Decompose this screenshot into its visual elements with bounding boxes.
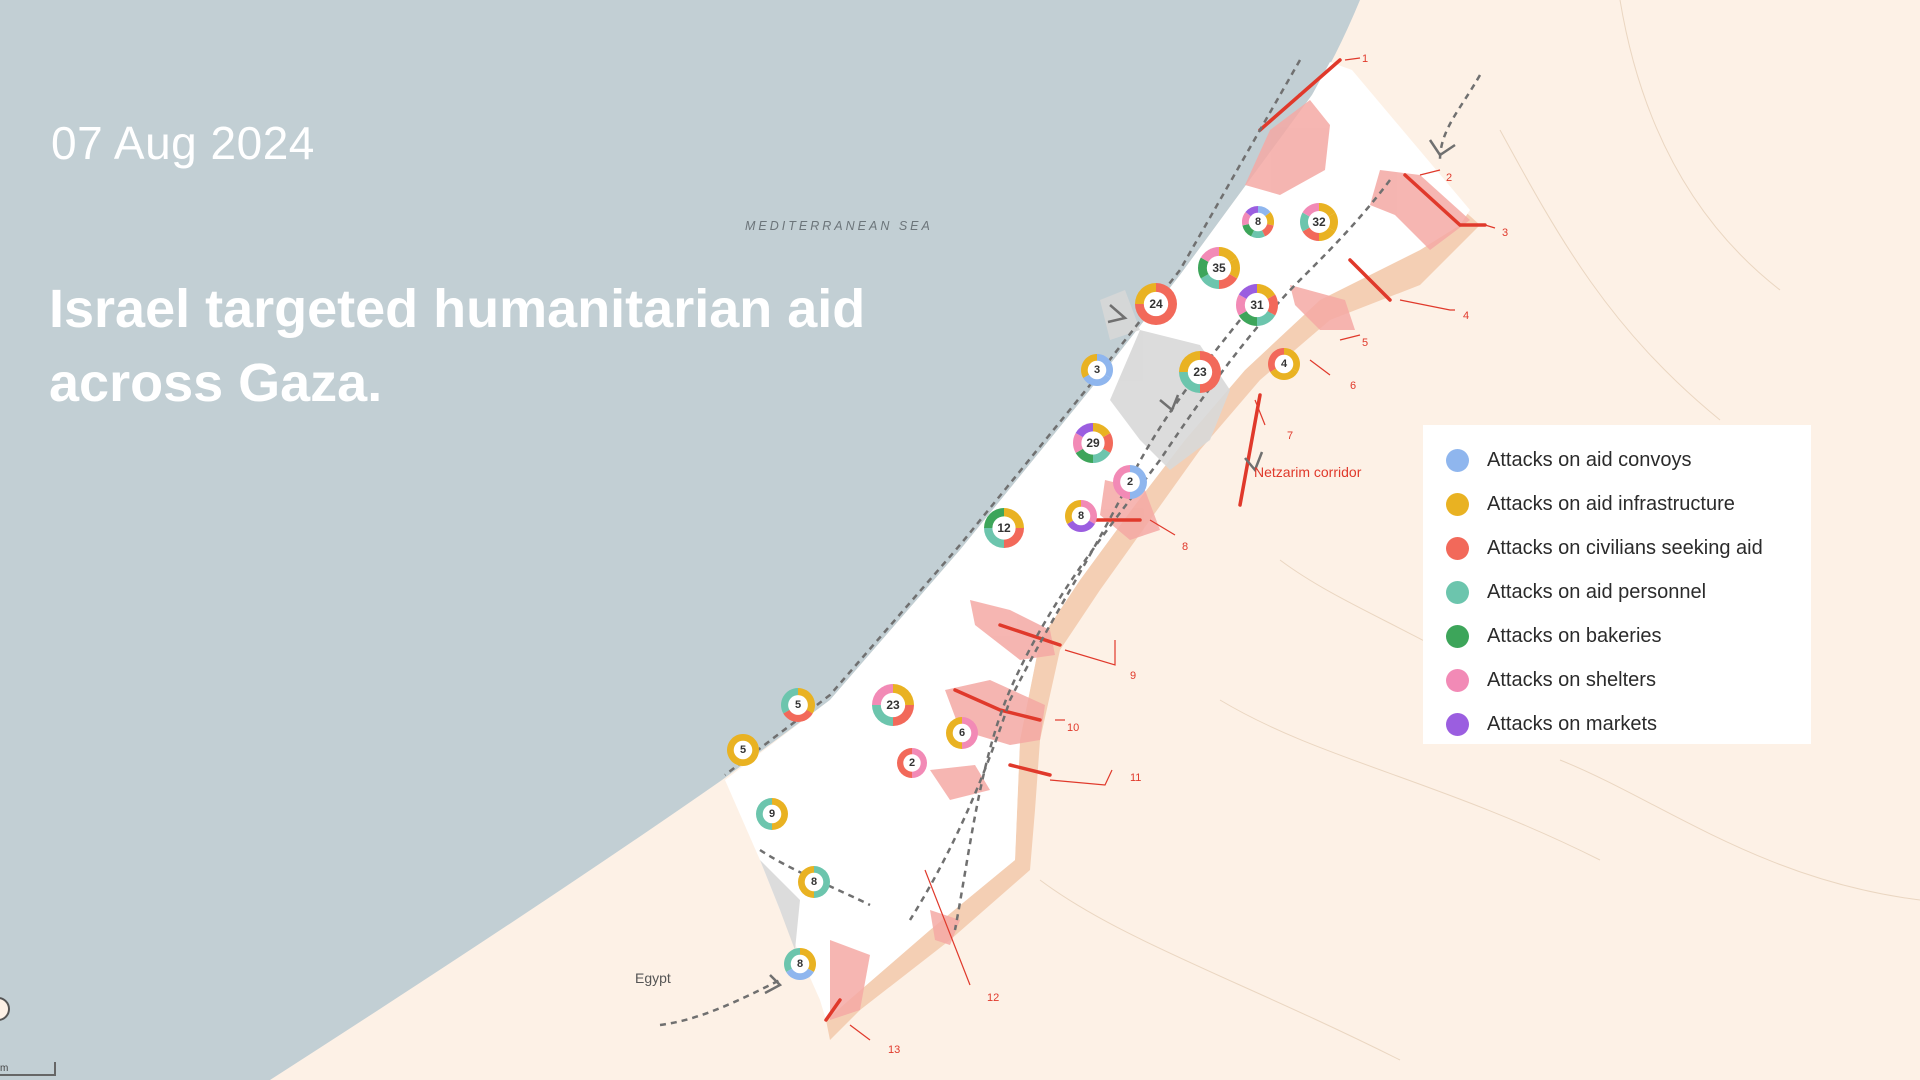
incident-label: 13 [888, 1044, 901, 1056]
attack-cluster[interactable]: 9 [756, 798, 788, 830]
legend-item[interactable]: Attacks on aid convoys [1446, 438, 1811, 482]
legend-dot [1446, 580, 1469, 604]
legend-item[interactable]: Attacks on markets [1446, 702, 1811, 746]
attack-cluster[interactable]: 2 [1113, 465, 1147, 499]
buffer-zone [826, 90, 1480, 1040]
sea-label: MEDITERRANEAN SEA [745, 219, 933, 233]
cluster-count: 23 [1193, 365, 1207, 379]
incident-leaders [849, 57, 1496, 1041]
netzarim-label: Netzarim corridor [1254, 464, 1362, 480]
incident-label: 2 [1446, 172, 1453, 184]
cluster-count: 31 [1250, 298, 1264, 312]
egypt-label: Egypt [635, 970, 671, 986]
cluster-count: 5 [794, 699, 802, 711]
scale-label: m [0, 1063, 9, 1074]
scale-bar [0, 1062, 56, 1076]
legend-dot [1446, 624, 1469, 648]
attack-cluster[interactable]: 6 [946, 717, 978, 749]
mediterranean-sea [0, 0, 1360, 1080]
legend: Attacks on aid convoys Attacks on aid in… [1423, 425, 1811, 744]
legend-dot [1446, 448, 1469, 472]
legend-item[interactable]: Attacks on aid infrastructure [1446, 482, 1811, 526]
attack-cluster[interactable]: 32 [1300, 203, 1338, 241]
cluster-count: 32 [1312, 215, 1326, 229]
attack-cluster[interactable]: 3 [1081, 354, 1113, 386]
attack-cluster[interactable]: 8 [1242, 206, 1274, 238]
incident-label: 8 [1182, 541, 1189, 553]
attack-cluster[interactable]: 24 [1135, 283, 1177, 325]
cluster-count: 2 [908, 757, 916, 769]
route-arrows [764, 139, 1456, 995]
date-label: 07 Aug 2024 [51, 117, 315, 169]
gaza-strip [725, 62, 1470, 1020]
legend-label: Attacks on shelters [1487, 668, 1656, 691]
cluster-count: 3 [1093, 364, 1101, 376]
attack-lines [824, 58, 1487, 1022]
legend-item[interactable]: Attacks on bakeries [1446, 614, 1811, 658]
legend-dot [1446, 668, 1469, 692]
attack-cluster[interactable]: 5 [726, 734, 759, 766]
incident-label: 12 [987, 992, 1000, 1004]
legend-item[interactable]: Attacks on shelters [1446, 658, 1811, 702]
cluster-count: 35 [1212, 261, 1226, 275]
land-roads [1039, 0, 1920, 1061]
cluster-count: 8 [810, 876, 818, 888]
incident-label: 5 [1362, 337, 1369, 349]
cluster-count: 6 [958, 727, 966, 739]
legend-dot [1446, 492, 1469, 516]
attack-cluster[interactable]: 12 [984, 508, 1024, 548]
attack-cluster[interactable]: 2 [897, 748, 927, 778]
cluster-count: 8 [796, 958, 804, 970]
legend-dot [1446, 536, 1469, 560]
incident-label: 3 [1502, 227, 1509, 239]
attack-cluster[interactable]: 23 [872, 684, 914, 726]
headline: Israel targeted humanitarian aid across … [49, 279, 866, 413]
incident-label: 11 [1130, 772, 1142, 784]
attack-cluster[interactable]: 5 [781, 688, 815, 722]
cluster-count: 29 [1086, 436, 1100, 450]
incident-label: 7 [1287, 430, 1294, 442]
cluster-count: 9 [768, 808, 776, 820]
attack-cluster[interactable]: 29 [1073, 423, 1113, 463]
incident-label: 6 [1350, 380, 1357, 392]
attack-cluster[interactable]: 23 [1179, 351, 1221, 393]
attack-cluster[interactable]: 8 [1065, 500, 1097, 532]
legend-label: Attacks on bakeries [1487, 624, 1662, 647]
legend-label: Attacks on markets [1487, 712, 1658, 735]
incident-label: 10 [1067, 722, 1080, 734]
cluster-count: 24 [1149, 297, 1163, 311]
incident-label: 4 [1463, 310, 1470, 322]
incident-label: 9 [1130, 670, 1137, 682]
legend-label: Attacks on civilians seeking aid [1487, 536, 1763, 559]
legend-label: Attacks on aid personnel [1487, 580, 1707, 603]
attack-cluster[interactable]: 35 [1198, 247, 1240, 289]
attack-cluster[interactable]: 31 [1236, 284, 1278, 326]
cluster-count: 23 [886, 698, 900, 712]
legend-label: Attacks on aid infrastructure [1487, 492, 1735, 515]
legend-item[interactable]: Attacks on aid personnel [1446, 570, 1811, 614]
cluster-count: 5 [739, 744, 747, 756]
legend-label: Attacks on aid convoys [1487, 448, 1692, 471]
attack-cluster[interactable]: 4 [1268, 348, 1300, 380]
incident-label: 1 [1362, 53, 1369, 65]
legend-item[interactable]: Attacks on civilians seeking aid [1446, 526, 1811, 570]
cluster-count: 8 [1254, 216, 1262, 228]
legend-dot [1446, 712, 1469, 736]
cluster-count: 8 [1077, 510, 1085, 522]
cluster-count: 2 [1126, 476, 1134, 488]
attack-cluster[interactable]: 8 [784, 948, 816, 980]
attack-cluster[interactable]: 8 [798, 866, 830, 898]
cluster-count: 4 [1280, 358, 1288, 370]
cluster-count: 12 [997, 521, 1011, 535]
